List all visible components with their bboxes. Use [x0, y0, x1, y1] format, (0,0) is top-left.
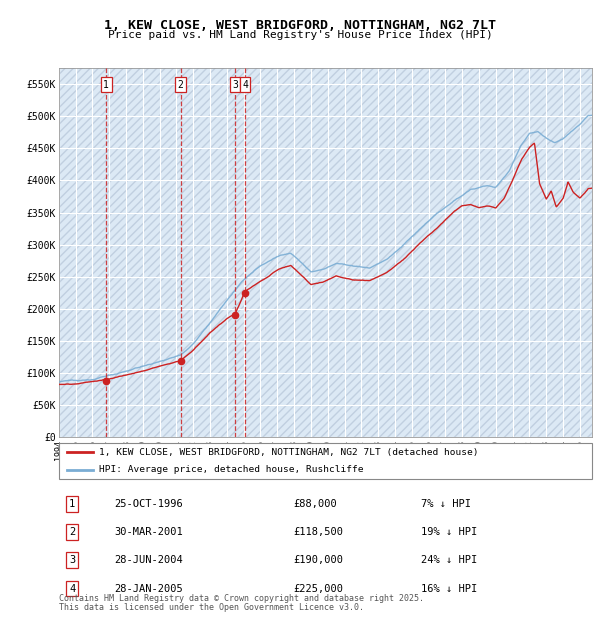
Text: 16% ↓ HPI: 16% ↓ HPI — [421, 583, 478, 593]
Text: 1: 1 — [69, 499, 75, 509]
Text: £88,000: £88,000 — [293, 499, 337, 509]
Text: 2: 2 — [69, 527, 75, 537]
Text: 4: 4 — [242, 80, 248, 90]
Text: This data is licensed under the Open Government Licence v3.0.: This data is licensed under the Open Gov… — [59, 603, 364, 612]
Text: 7% ↓ HPI: 7% ↓ HPI — [421, 499, 471, 509]
Text: 25-OCT-1996: 25-OCT-1996 — [115, 499, 184, 509]
Text: 4: 4 — [69, 583, 75, 593]
Text: HPI: Average price, detached house, Rushcliffe: HPI: Average price, detached house, Rush… — [99, 465, 363, 474]
Text: Price paid vs. HM Land Registry's House Price Index (HPI): Price paid vs. HM Land Registry's House … — [107, 30, 493, 40]
Text: £190,000: £190,000 — [293, 556, 343, 565]
Text: 28-JAN-2005: 28-JAN-2005 — [115, 583, 184, 593]
Text: 19% ↓ HPI: 19% ↓ HPI — [421, 527, 478, 537]
Text: 3: 3 — [232, 80, 238, 90]
Text: 24% ↓ HPI: 24% ↓ HPI — [421, 556, 478, 565]
Text: 3: 3 — [69, 556, 75, 565]
Text: 30-MAR-2001: 30-MAR-2001 — [115, 527, 184, 537]
Text: 1: 1 — [103, 80, 109, 90]
FancyBboxPatch shape — [59, 443, 592, 479]
Text: 1, KEW CLOSE, WEST BRIDGFORD, NOTTINGHAM, NG2 7LT (detached house): 1, KEW CLOSE, WEST BRIDGFORD, NOTTINGHAM… — [99, 448, 478, 457]
Text: £225,000: £225,000 — [293, 583, 343, 593]
Text: 2: 2 — [178, 80, 184, 90]
Text: £118,500: £118,500 — [293, 527, 343, 537]
Text: 1, KEW CLOSE, WEST BRIDGFORD, NOTTINGHAM, NG2 7LT: 1, KEW CLOSE, WEST BRIDGFORD, NOTTINGHAM… — [104, 19, 496, 32]
Text: Contains HM Land Registry data © Crown copyright and database right 2025.: Contains HM Land Registry data © Crown c… — [59, 595, 424, 603]
Text: 28-JUN-2004: 28-JUN-2004 — [115, 556, 184, 565]
